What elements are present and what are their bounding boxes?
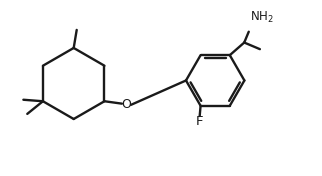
Text: O: O — [121, 98, 131, 111]
Text: NH$_2$: NH$_2$ — [250, 10, 274, 25]
Text: F: F — [195, 115, 203, 128]
